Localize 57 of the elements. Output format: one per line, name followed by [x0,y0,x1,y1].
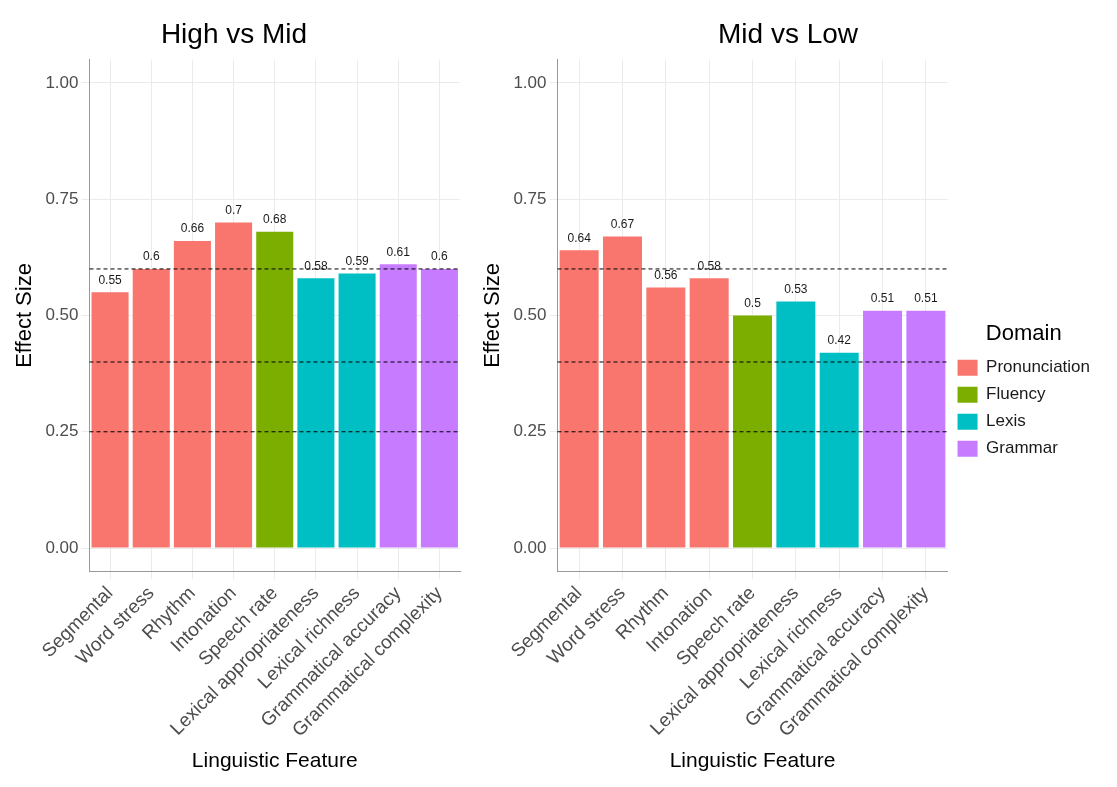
y-tick-label: 0.00 [45,537,79,557]
data-label: 0.6 [142,249,160,264]
bar [776,301,816,548]
bar [91,292,129,548]
data-label: 0.5 [744,295,762,310]
data-label: 0.67 [610,216,635,231]
bar [689,278,729,548]
y-tick-label: 0.50 [513,305,547,325]
data-label: 0.51 [870,291,895,306]
legend-label: Fluency [986,384,1047,404]
bar [863,310,903,548]
data-label: 0.61 [386,244,411,259]
bar [906,310,946,548]
data-label: 0.59 [345,253,370,268]
y-axis-title: Effect Size [11,263,37,368]
bar [733,315,773,548]
y-tick-label: 0.00 [513,537,547,557]
legend-label: Lexis [986,411,1026,431]
data-label: 0.56 [654,267,678,282]
data-label: 0.6 [431,249,449,264]
chart-title: Mid vs Low [717,17,859,49]
bar [256,231,294,548]
legend-label: Grammar [986,438,1059,458]
y-tick-label: 0.75 [45,188,79,208]
bar [646,287,686,548]
bar [420,268,458,548]
data-label: 0.64 [567,230,592,245]
bar [338,273,376,548]
bar [132,268,170,548]
data-label: 0.58 [304,258,328,273]
data-label: 0.55 [98,272,123,287]
legend-label: Pronunciation [986,357,1091,377]
x-axis-title: Linguistic Feature [191,748,358,772]
data-label: 0.68 [263,212,287,227]
y-tick-label: 0.25 [513,421,547,441]
x-axis-title: Linguistic Feature [669,748,836,772]
chart-title: High vs Mid [160,17,308,49]
data-label: 0.7 [225,202,243,217]
bar [602,236,642,548]
bar [819,352,859,548]
y-tick-label: 0.25 [45,421,79,441]
bar [173,241,211,548]
y-tick-label: 0.75 [513,188,547,208]
data-label: 0.58 [697,258,722,273]
y-tick-label: 1.00 [45,72,79,92]
data-label: 0.42 [827,333,852,347]
data-label: 0.51 [914,291,938,306]
data-label: 0.66 [180,221,205,236]
bar [215,222,253,548]
bar [297,278,335,548]
y-axis-title: Effect Size [479,263,505,368]
bar [379,264,417,548]
y-tick-label: 0.50 [45,305,79,325]
data-label: 0.53 [784,281,808,296]
bar [559,250,599,548]
y-tick-label: 1.00 [513,72,547,92]
legend-title: Domain [985,319,1062,345]
